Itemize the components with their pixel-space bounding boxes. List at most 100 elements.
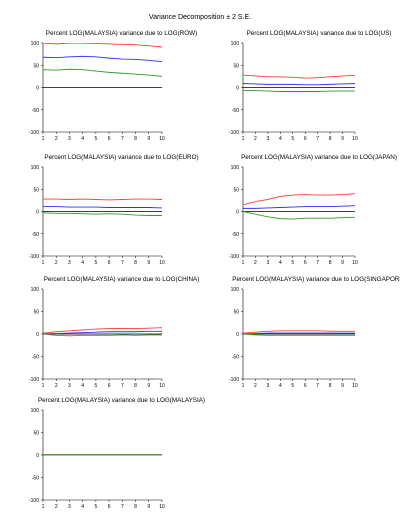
panel-title: Percent LOG(MALAYSIA) variance due to LO…: [38, 397, 205, 404]
x-tick-label: 9: [147, 260, 150, 266]
lower-band-line: [43, 333, 162, 337]
x-tick-label: 5: [291, 260, 294, 266]
x-tick-label: 1: [42, 260, 45, 266]
x-tick-label: 1: [242, 383, 245, 389]
panel-title: Percent LOG(MALAYSIA) variance due to LO…: [247, 30, 392, 37]
y-tick-label: 50: [233, 310, 239, 316]
x-tick-label: 7: [316, 136, 319, 142]
x-tick-label: 4: [81, 504, 84, 510]
chart-panel: Percent LOG(MALAYSIA) variance due to LO…: [229, 30, 391, 142]
x-tick-label: 3: [266, 260, 269, 266]
panel-title: Percent LOG(MALAYSIA) variance due to LO…: [44, 276, 200, 283]
y-tick-label: -100: [29, 498, 39, 504]
upper-band-line: [43, 198, 162, 201]
y-tick-label: 50: [33, 310, 39, 316]
x-tick-label: 1: [242, 260, 245, 266]
x-tick-label: 10: [159, 383, 165, 389]
x-tick-label: 3: [266, 136, 269, 142]
x-tick-label: 5: [291, 136, 294, 142]
x-tick-label: 3: [68, 504, 71, 510]
x-tick-label: 8: [329, 136, 332, 142]
panel-title: Percent LOG(MALAYSIA) variance due to LO…: [241, 154, 397, 161]
x-tick-label: 7: [316, 383, 319, 389]
x-tick-label: 6: [304, 260, 307, 266]
x-tick-label: 5: [94, 383, 97, 389]
x-tick-label: 1: [42, 383, 45, 389]
x-tick-label: 9: [147, 504, 150, 510]
x-tick-label: 7: [121, 260, 124, 266]
x-tick-label: 4: [81, 383, 84, 389]
lower-band-line: [243, 333, 355, 336]
x-tick-label: 7: [316, 260, 319, 266]
upper-band-line: [43, 327, 162, 334]
x-tick-label: 7: [121, 383, 124, 389]
y-tick-label: -50: [232, 232, 239, 238]
y-tick-label: -100: [29, 377, 39, 383]
x-tick-label: 1: [242, 136, 245, 142]
y-tick-label: 100: [31, 408, 40, 414]
chart-panel: Percent LOG(MALAYSIA) variance due to LO…: [29, 397, 205, 510]
x-tick-label: 8: [134, 504, 137, 510]
x-tick-label: 2: [55, 136, 58, 142]
y-tick-label: -100: [229, 377, 239, 383]
x-tick-label: 10: [352, 260, 358, 266]
x-tick-label: 7: [121, 504, 124, 510]
y-tick-label: 50: [33, 187, 39, 193]
y-tick-label: 50: [233, 63, 239, 69]
panel-title: Percent LOG(MALAYSIA) variance due to LO…: [232, 276, 400, 283]
y-tick-label: 0: [236, 332, 239, 338]
x-tick-label: 3: [68, 260, 71, 266]
x-tick-label: 6: [108, 260, 111, 266]
upper-band-line: [243, 74, 355, 79]
x-tick-label: 6: [108, 504, 111, 510]
x-tick-label: 3: [68, 383, 71, 389]
y-tick-label: 0: [36, 453, 39, 459]
x-tick-label: 4: [81, 136, 84, 142]
x-tick-label: 9: [341, 383, 344, 389]
x-tick-label: 6: [304, 383, 307, 389]
chart-panel: Percent LOG(MALAYSIA) variance due to LO…: [29, 30, 197, 142]
x-tick-label: 7: [121, 136, 124, 142]
x-tick-label: 8: [134, 260, 137, 266]
x-tick-label: 3: [266, 383, 269, 389]
y-tick-label: -100: [29, 254, 39, 260]
x-tick-label: 2: [254, 383, 257, 389]
y-tick-label: -50: [32, 476, 39, 482]
x-tick-label: 5: [94, 504, 97, 510]
y-tick-label: 50: [33, 63, 39, 69]
x-tick-label: 9: [147, 383, 150, 389]
x-tick-label: 4: [279, 260, 282, 266]
lower-band-line: [243, 90, 355, 92]
x-tick-label: 6: [108, 136, 111, 142]
y-tick-label: -50: [32, 355, 39, 361]
x-tick-label: 4: [279, 383, 282, 389]
x-tick-label: 1: [42, 136, 45, 142]
y-tick-label: 0: [36, 86, 39, 92]
estimate-line: [243, 332, 355, 335]
estimate-line: [243, 205, 355, 209]
y-tick-label: 100: [231, 165, 240, 171]
x-tick-label: 6: [304, 136, 307, 142]
x-tick-label: 10: [352, 136, 358, 142]
lower-band-line: [43, 68, 162, 77]
x-tick-label: 10: [159, 504, 165, 510]
x-tick-label: 2: [254, 136, 257, 142]
x-tick-label: 9: [341, 136, 344, 142]
y-tick-label: -50: [32, 232, 39, 238]
estimate-line: [243, 83, 355, 86]
x-tick-label: 6: [108, 383, 111, 389]
chart-panel: Percent LOG(MALAYSIA) variance due to LO…: [229, 276, 400, 389]
x-tick-label: 10: [159, 136, 165, 142]
upper-band-line: [43, 43, 162, 48]
x-tick-label: 9: [341, 260, 344, 266]
y-tick-label: 50: [233, 187, 239, 193]
x-tick-label: 8: [329, 383, 332, 389]
x-tick-label: 2: [55, 260, 58, 266]
y-tick-label: 0: [236, 86, 239, 92]
x-tick-label: 1: [42, 504, 45, 510]
y-tick-label: -50: [232, 108, 239, 114]
chart-panel: Percent LOG(MALAYSIA) variance due to LO…: [29, 276, 199, 389]
y-tick-label: 0: [236, 210, 239, 216]
x-tick-label: 10: [159, 260, 165, 266]
y-tick-label: 100: [31, 165, 40, 171]
